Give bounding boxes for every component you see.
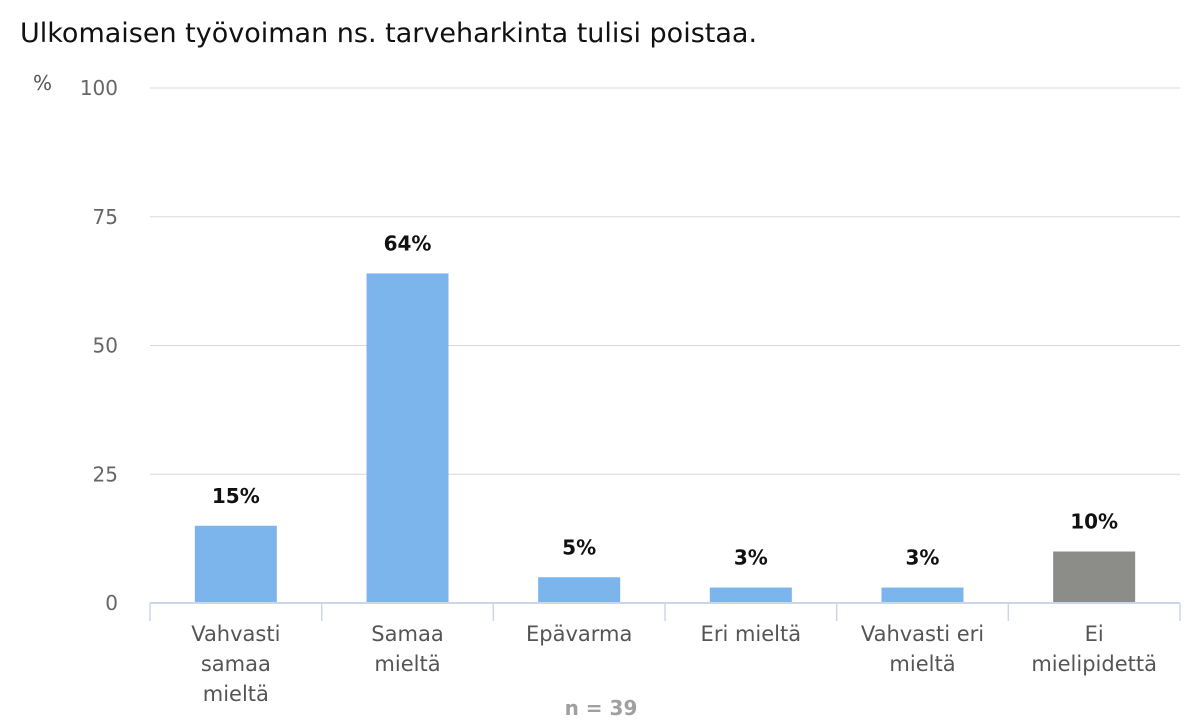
x-tick-label: mielipidettä [1031,652,1157,676]
y-tick-label: 75 [93,205,118,229]
x-axis-tick-labels: Vahvasti samaa mieltä Samaa mieltä Epävarma Er… [191,622,1157,706]
bars [194,273,1136,603]
bar [194,525,277,603]
y-tick-label: 0 [105,591,118,615]
x-tick-label: samaa [201,652,271,676]
x-tick-label: mieltä [203,682,269,706]
y-tick-label: 50 [93,334,118,358]
bar [538,577,621,603]
x-tick-label: Ei [1085,622,1104,646]
bar [366,273,449,603]
bar [709,587,792,603]
x-tick-label: Epävarma [526,622,632,646]
gridlines [150,87,1180,475]
x-tick-label: mieltä [374,652,440,676]
y-tick-label: 100 [80,76,118,100]
data-label: 10% [1070,510,1118,534]
bar [881,587,964,603]
data-label: 15% [212,484,260,508]
x-tick-label: Vahvasti eri [861,622,984,646]
x-tick-label: mieltä [889,652,955,676]
x-tick-label: Vahvasti [191,622,280,646]
data-label: 64% [384,231,432,255]
chart-title: Ulkomaisen työvoiman ns. tarveharkinta t… [20,18,757,49]
y-axis-unit-label: % [33,71,52,95]
bar [1053,551,1136,603]
x-axis [149,602,1181,621]
data-label: 5% [562,535,596,559]
y-axis-ticks: 0 25 50 75 100 [80,76,118,615]
data-labels: 15% 64% 5% 3% 3% 10% [212,231,1118,569]
data-label: 3% [734,546,768,570]
x-tick-label: Samaa [371,622,443,646]
sample-size-note: n = 39 [565,696,638,720]
y-tick-label: 25 [93,462,118,486]
x-tick-label: Eri mieltä [701,622,802,646]
data-label: 3% [906,546,940,570]
